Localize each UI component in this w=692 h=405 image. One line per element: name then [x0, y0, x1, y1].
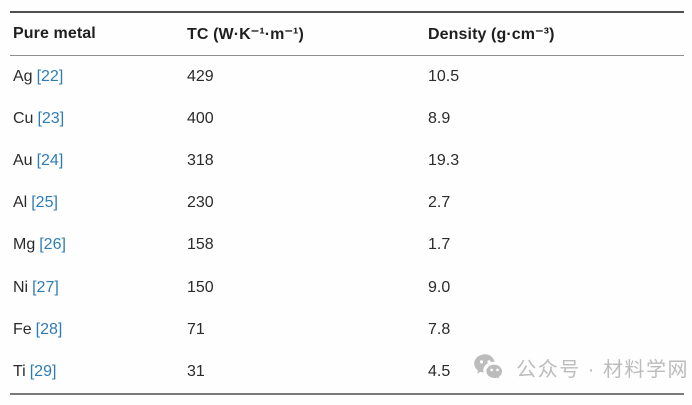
metal-name: Cu	[13, 110, 34, 128]
table-row-cu: Cu [23] 400 8.9	[10, 98, 684, 140]
table-header-row: Pure metal TC (W·K⁻¹·m⁻¹) Density (g·cm⁻…	[10, 13, 684, 56]
pure-metals-table: Pure metal TC (W·K⁻¹·m⁻¹) Density (g·cm⁻…	[10, 11, 684, 395]
table-row-mg: Mg [26] 158 1.7	[10, 224, 684, 266]
tc-value: 400	[187, 110, 214, 128]
tc-value: 158	[187, 236, 214, 254]
tc-value: 150	[187, 278, 214, 296]
citation-link[interactable]: [25]	[31, 194, 58, 212]
tc-value: 71	[187, 320, 205, 338]
metal-name: Ni	[13, 278, 29, 296]
metal-cell: Cu [23]	[10, 110, 187, 128]
citation-link[interactable]: [22]	[36, 68, 64, 86]
citation-link[interactable]: [26]	[39, 236, 66, 254]
citation-link[interactable]: [23]	[37, 110, 65, 128]
tc-value: 429	[187, 68, 214, 86]
column-header-density: Density (g·cm⁻³)	[428, 26, 555, 43]
density-value: 7.8	[428, 320, 451, 338]
wechat-icon	[474, 354, 504, 382]
watermark-text: 公众号 · 材料学网	[516, 359, 689, 381]
metal-name: Al	[13, 194, 28, 212]
table-row-ni: Ni [27] 150 9.0	[10, 266, 684, 308]
density-value: 8.9	[428, 110, 451, 128]
metal-name: Au	[13, 152, 33, 170]
tc-value: 31	[187, 362, 205, 380]
density-value: 19.3	[428, 152, 460, 170]
metal-name: Ti	[13, 362, 26, 380]
table-row-fe: Fe [28] 71 7.8	[10, 309, 684, 351]
metal-cell: Fe [28]	[10, 321, 187, 339]
column-header-pure-metal: Pure metal	[13, 25, 96, 42]
metal-cell: Ag [22]	[10, 68, 187, 86]
table-row-ag: Ag [22] 429 10.5	[10, 56, 684, 98]
metal-cell: Ni [27]	[10, 279, 187, 297]
density-value: 10.5	[428, 68, 460, 86]
column-header-tc: TC (W·K⁻¹·m⁻¹)	[187, 26, 304, 43]
density-value: 2.7	[428, 194, 451, 212]
table-row-ti: Ti [29] 31 4.5	[10, 351, 684, 393]
table-body: Ag [22] 429 10.5 Cu [23] 400 8.9 Au [24] 31…	[10, 56, 684, 393]
citation-link[interactable]: [27]	[32, 278, 59, 296]
table-row-al: Al [25] 230 2.7	[10, 182, 684, 224]
metal-name: Ag	[13, 68, 33, 86]
metal-cell: Al [25]	[10, 194, 187, 212]
citation-link[interactable]: [28]	[35, 320, 63, 338]
tc-value: 230	[187, 194, 214, 212]
table-row-au: Au [24] 318 19.3	[10, 140, 684, 182]
citation-link[interactable]: [24]	[36, 152, 64, 170]
density-value: 1.7	[428, 236, 451, 254]
density-value: 4.5	[428, 362, 451, 380]
citation-link[interactable]: [29]	[29, 362, 57, 380]
metal-cell: Ti [29]	[10, 363, 187, 381]
density-value: 9.0	[428, 278, 451, 296]
watermark: 公众号 · 材料学网	[473, 353, 689, 382]
metal-name: Fe	[13, 320, 32, 338]
metal-name: Mg	[13, 236, 36, 254]
metal-cell: Au [24]	[10, 152, 187, 170]
metal-cell: Mg [26]	[10, 236, 187, 254]
tc-value: 318	[187, 152, 214, 170]
